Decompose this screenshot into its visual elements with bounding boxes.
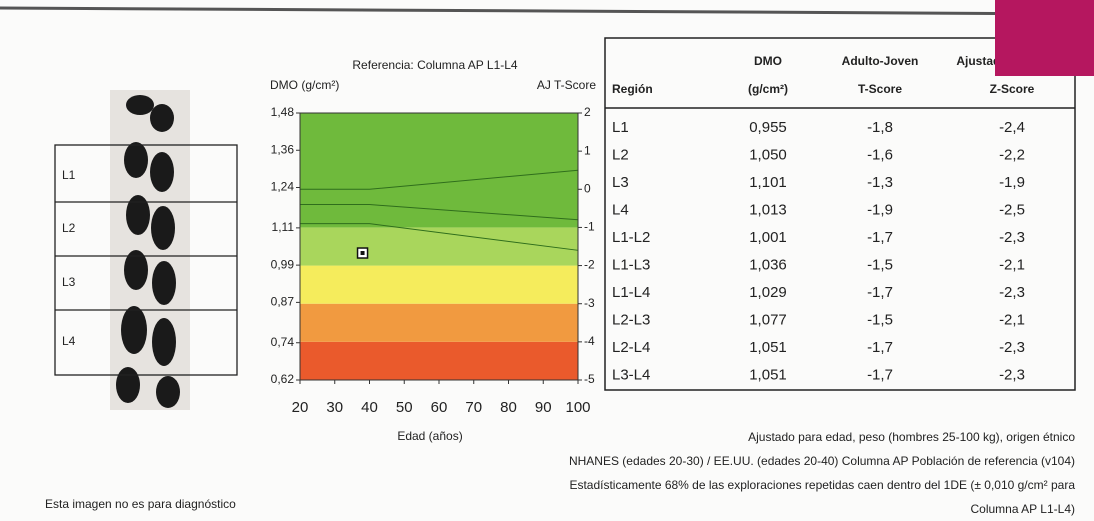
table-cell: -1,9: [867, 201, 893, 218]
x-tick-label: 70: [465, 399, 482, 416]
x-tick-label: 40: [361, 399, 378, 416]
y2-tick-label: -2: [584, 258, 595, 272]
y-tick-label: 1,24: [271, 180, 295, 194]
table-cell: -1,7: [867, 229, 893, 246]
y-tick-label: 1,36: [271, 142, 295, 156]
table-cell: 1,036: [749, 256, 787, 273]
table-cell: -2,1: [999, 311, 1025, 328]
table-cell: 1,029: [749, 284, 787, 301]
y2-axis-label: AJ T-Score: [537, 78, 596, 92]
table-cell: -1,7: [867, 366, 893, 383]
y-axis-label: DMO (g/cm²): [270, 78, 339, 92]
footnote: Estadísticamente 68% de las exploracione…: [569, 478, 1075, 492]
point-dot: [361, 251, 365, 255]
x-tick-label: 100: [565, 399, 590, 416]
table-cell: L3-L4: [612, 366, 650, 383]
column-header: Región: [612, 82, 653, 96]
table-cell: -2,5: [999, 201, 1025, 218]
table-cell: 0,955: [749, 119, 787, 136]
table-cell: 1,051: [749, 339, 787, 356]
table-cell: -2,3: [999, 339, 1025, 356]
column-header: Adulto-Joven: [842, 54, 919, 68]
x-tick-label: 80: [500, 399, 517, 416]
table-cell: -1,6: [867, 146, 893, 163]
table-cell: -1,9: [999, 174, 1025, 191]
table-cell: 1,050: [749, 146, 787, 163]
disclaimer: Esta imagen no es para diagnóstico: [45, 497, 236, 511]
x-tick-label: 20: [292, 399, 309, 416]
reference-zone: [300, 113, 578, 227]
column-header: Z-Score: [990, 82, 1035, 96]
table-cell: L4: [612, 201, 629, 218]
vertebra-label: L2: [62, 221, 76, 235]
table-cell: L1-L3: [612, 256, 650, 273]
reference-zone: [300, 227, 578, 265]
reference-zone: [300, 342, 578, 380]
x-tick-label: 50: [396, 399, 413, 416]
column-header: T-Score: [858, 82, 902, 96]
table-cell: L1: [612, 119, 629, 136]
column-header: (g/cm²): [748, 82, 788, 96]
reference-zone: [300, 304, 578, 342]
table-cell: 1,101: [749, 174, 787, 191]
y-tick-label: 0,74: [271, 335, 295, 349]
report: L1 L2 L3 L4 Referencia: Columna AP L1-L4…: [0, 0, 1094, 521]
y-tick-label: 0,99: [271, 257, 295, 271]
footnote: Ajustado para edad, peso (hombres 25-100…: [748, 430, 1075, 444]
table-cell: -2,1: [999, 256, 1025, 273]
vertebra-label: L3: [62, 275, 76, 289]
page: L1 L2 L3 L4 Referencia: Columna AP L1-L4…: [0, 0, 1094, 521]
y2-tick-label: -3: [584, 296, 595, 310]
table-cell: L2-L3: [612, 311, 650, 328]
y2-tick-label: -4: [584, 334, 595, 348]
y-tick-label: 0,62: [271, 372, 295, 386]
table-cell: -2,4: [999, 119, 1025, 136]
x-tick-label: 30: [326, 399, 343, 416]
table-cell: -2,3: [999, 284, 1025, 301]
table-cell: 1,013: [749, 201, 787, 218]
table-cell: -1,7: [867, 284, 893, 301]
x-tick-label: 90: [535, 399, 552, 416]
x-axis-label: Edad (años): [397, 429, 462, 443]
table-cell: -2,2: [999, 146, 1025, 163]
y2-tick-label: 1: [584, 143, 591, 157]
table-cell: 1,001: [749, 229, 787, 246]
reference-zone: [300, 266, 578, 304]
table-cell: L1-L4: [612, 284, 650, 301]
y2-tick-label: -1: [584, 220, 595, 234]
vertebra-label: L4: [62, 334, 76, 348]
y2-tick-label: 0: [584, 181, 591, 195]
table-cell: L2: [612, 146, 629, 163]
plot: 1,48 1,36 1,24 1,11 0,99 0,87 0,74 0,62 2 1 0 -1 -2 -…: [271, 105, 595, 416]
table-cell: L2-L4: [612, 339, 650, 356]
table-cell: -1,7: [867, 339, 893, 356]
corner-badge: [995, 0, 1094, 76]
table-cell: 1,077: [749, 311, 787, 328]
table-cell: L3: [612, 174, 629, 191]
y-tick-label: 1,48: [271, 105, 295, 119]
y-tick-label: 0,87: [271, 295, 295, 309]
y2-tick-label: 2: [584, 105, 591, 119]
vertebra-label: L1: [62, 168, 76, 182]
table-cell: -2,3: [999, 366, 1025, 383]
y2-tick-label: -5: [584, 372, 595, 386]
table-cell: L1-L2: [612, 229, 650, 246]
table-cell: -2,3: [999, 229, 1025, 246]
footnote: NHANES (edades 20-30) / EE.UU. (edades 2…: [569, 454, 1075, 468]
y-tick-label: 1,11: [272, 220, 295, 234]
table-cell: 1,051: [749, 366, 787, 383]
table-cell: -1,5: [867, 311, 893, 328]
table-cell: -1,8: [867, 119, 893, 136]
chart-title: Referencia: Columna AP L1-L4: [352, 58, 518, 72]
x-tick-label: 60: [431, 399, 448, 416]
data-point: [358, 248, 368, 258]
table-cell: -1,3: [867, 174, 893, 191]
footnote: Columna AP L1-L4): [970, 502, 1075, 516]
column-header: DMO: [754, 54, 782, 68]
table-cell: -1,5: [867, 256, 893, 273]
